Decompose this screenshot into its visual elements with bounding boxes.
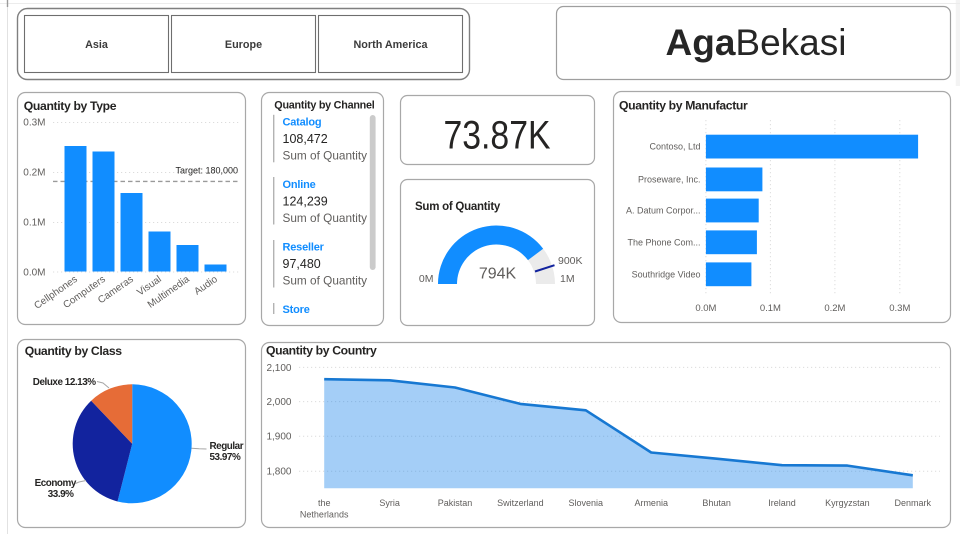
svg-text:the: the xyxy=(318,498,331,508)
svg-text:0.3M: 0.3M xyxy=(889,303,910,314)
svg-text:33.9%: 33.9% xyxy=(48,489,74,500)
svg-text:North America: North America xyxy=(354,39,429,51)
svg-text:0.3M: 0.3M xyxy=(23,118,45,129)
svg-text:0.2M: 0.2M xyxy=(23,168,45,179)
svg-text:Armenia: Armenia xyxy=(634,498,668,508)
svg-text:108,472: 108,472 xyxy=(283,132,328,146)
svg-text:Slovenia: Slovenia xyxy=(569,498,604,508)
svg-text:Reseller: Reseller xyxy=(283,242,325,254)
svg-text:53.97%: 53.97% xyxy=(210,452,241,463)
svg-text:Deluxe 12.13%: Deluxe 12.13% xyxy=(33,377,96,388)
svg-text:Quantity by Manufactur: Quantity by Manufactur xyxy=(619,99,748,113)
svg-text:Southridge Video: Southridge Video xyxy=(632,270,701,280)
svg-text:Online: Online xyxy=(283,179,316,191)
svg-text:2,100: 2,100 xyxy=(266,363,291,374)
svg-text:1,800: 1,800 xyxy=(266,467,291,478)
svg-text:Quantity by Type: Quantity by Type xyxy=(24,99,117,113)
svg-text:Asia: Asia xyxy=(85,39,109,51)
svg-text:97,480: 97,480 xyxy=(283,257,321,271)
svg-text:Quantity by Country: Quantity by Country xyxy=(266,344,377,358)
svg-text:Regular: Regular xyxy=(210,441,244,452)
svg-text:Syria: Syria xyxy=(379,498,400,508)
svg-text:Denmark: Denmark xyxy=(895,498,932,508)
svg-text:0.2M: 0.2M xyxy=(824,303,845,314)
svg-text:Sum of Quantity: Sum of Quantity xyxy=(283,274,368,288)
svg-text:The Phone Com...: The Phone Com... xyxy=(627,238,700,248)
svg-text:Sum of Quantity: Sum of Quantity xyxy=(283,149,368,163)
svg-text:794K: 794K xyxy=(479,266,517,283)
svg-text:0.0M: 0.0M xyxy=(695,303,716,314)
svg-text:Sum of Quantity: Sum of Quantity xyxy=(415,201,501,213)
svg-text:Quantity by Class: Quantity by Class xyxy=(25,344,123,358)
svg-text:124,239: 124,239 xyxy=(283,195,328,209)
svg-text:1,900: 1,900 xyxy=(266,432,291,443)
svg-text:Quantity by Channel: Quantity by Channel xyxy=(274,100,374,112)
svg-text:Pakistan: Pakistan xyxy=(438,498,473,508)
svg-text:Bhutan: Bhutan xyxy=(702,498,731,508)
svg-text:Economy: Economy xyxy=(35,478,77,489)
svg-text:1M: 1M xyxy=(560,273,575,285)
svg-text:Switzerland: Switzerland xyxy=(497,498,544,508)
svg-text:Catalog: Catalog xyxy=(283,117,322,129)
svg-text:0.1M: 0.1M xyxy=(760,303,781,314)
svg-text:Target: 180,000: Target: 180,000 xyxy=(175,166,238,176)
svg-text:Kyrgyzstan: Kyrgyzstan xyxy=(825,498,870,508)
svg-text:Store: Store xyxy=(283,304,310,316)
svg-text:Ireland: Ireland xyxy=(768,498,796,508)
svg-text:A. Datum Corpor...: A. Datum Corpor... xyxy=(626,206,701,216)
svg-text:0.0M: 0.0M xyxy=(23,267,45,278)
svg-text:0.1M: 0.1M xyxy=(23,218,45,229)
svg-text:Sum of Quantity: Sum of Quantity xyxy=(283,211,368,225)
svg-text:Netherlands: Netherlands xyxy=(300,510,349,520)
svg-text:Contoso, Ltd: Contoso, Ltd xyxy=(649,142,700,152)
svg-text:Europe: Europe xyxy=(225,39,262,51)
svg-text:2,000: 2,000 xyxy=(266,397,291,408)
svg-text:AgaBekasi: AgaBekasi xyxy=(666,22,847,63)
svg-text:0M: 0M xyxy=(419,273,434,285)
svg-text:Proseware, Inc.: Proseware, Inc. xyxy=(638,175,701,185)
svg-text:73.87K: 73.87K xyxy=(444,114,551,158)
svg-text:900K: 900K xyxy=(558,255,583,267)
